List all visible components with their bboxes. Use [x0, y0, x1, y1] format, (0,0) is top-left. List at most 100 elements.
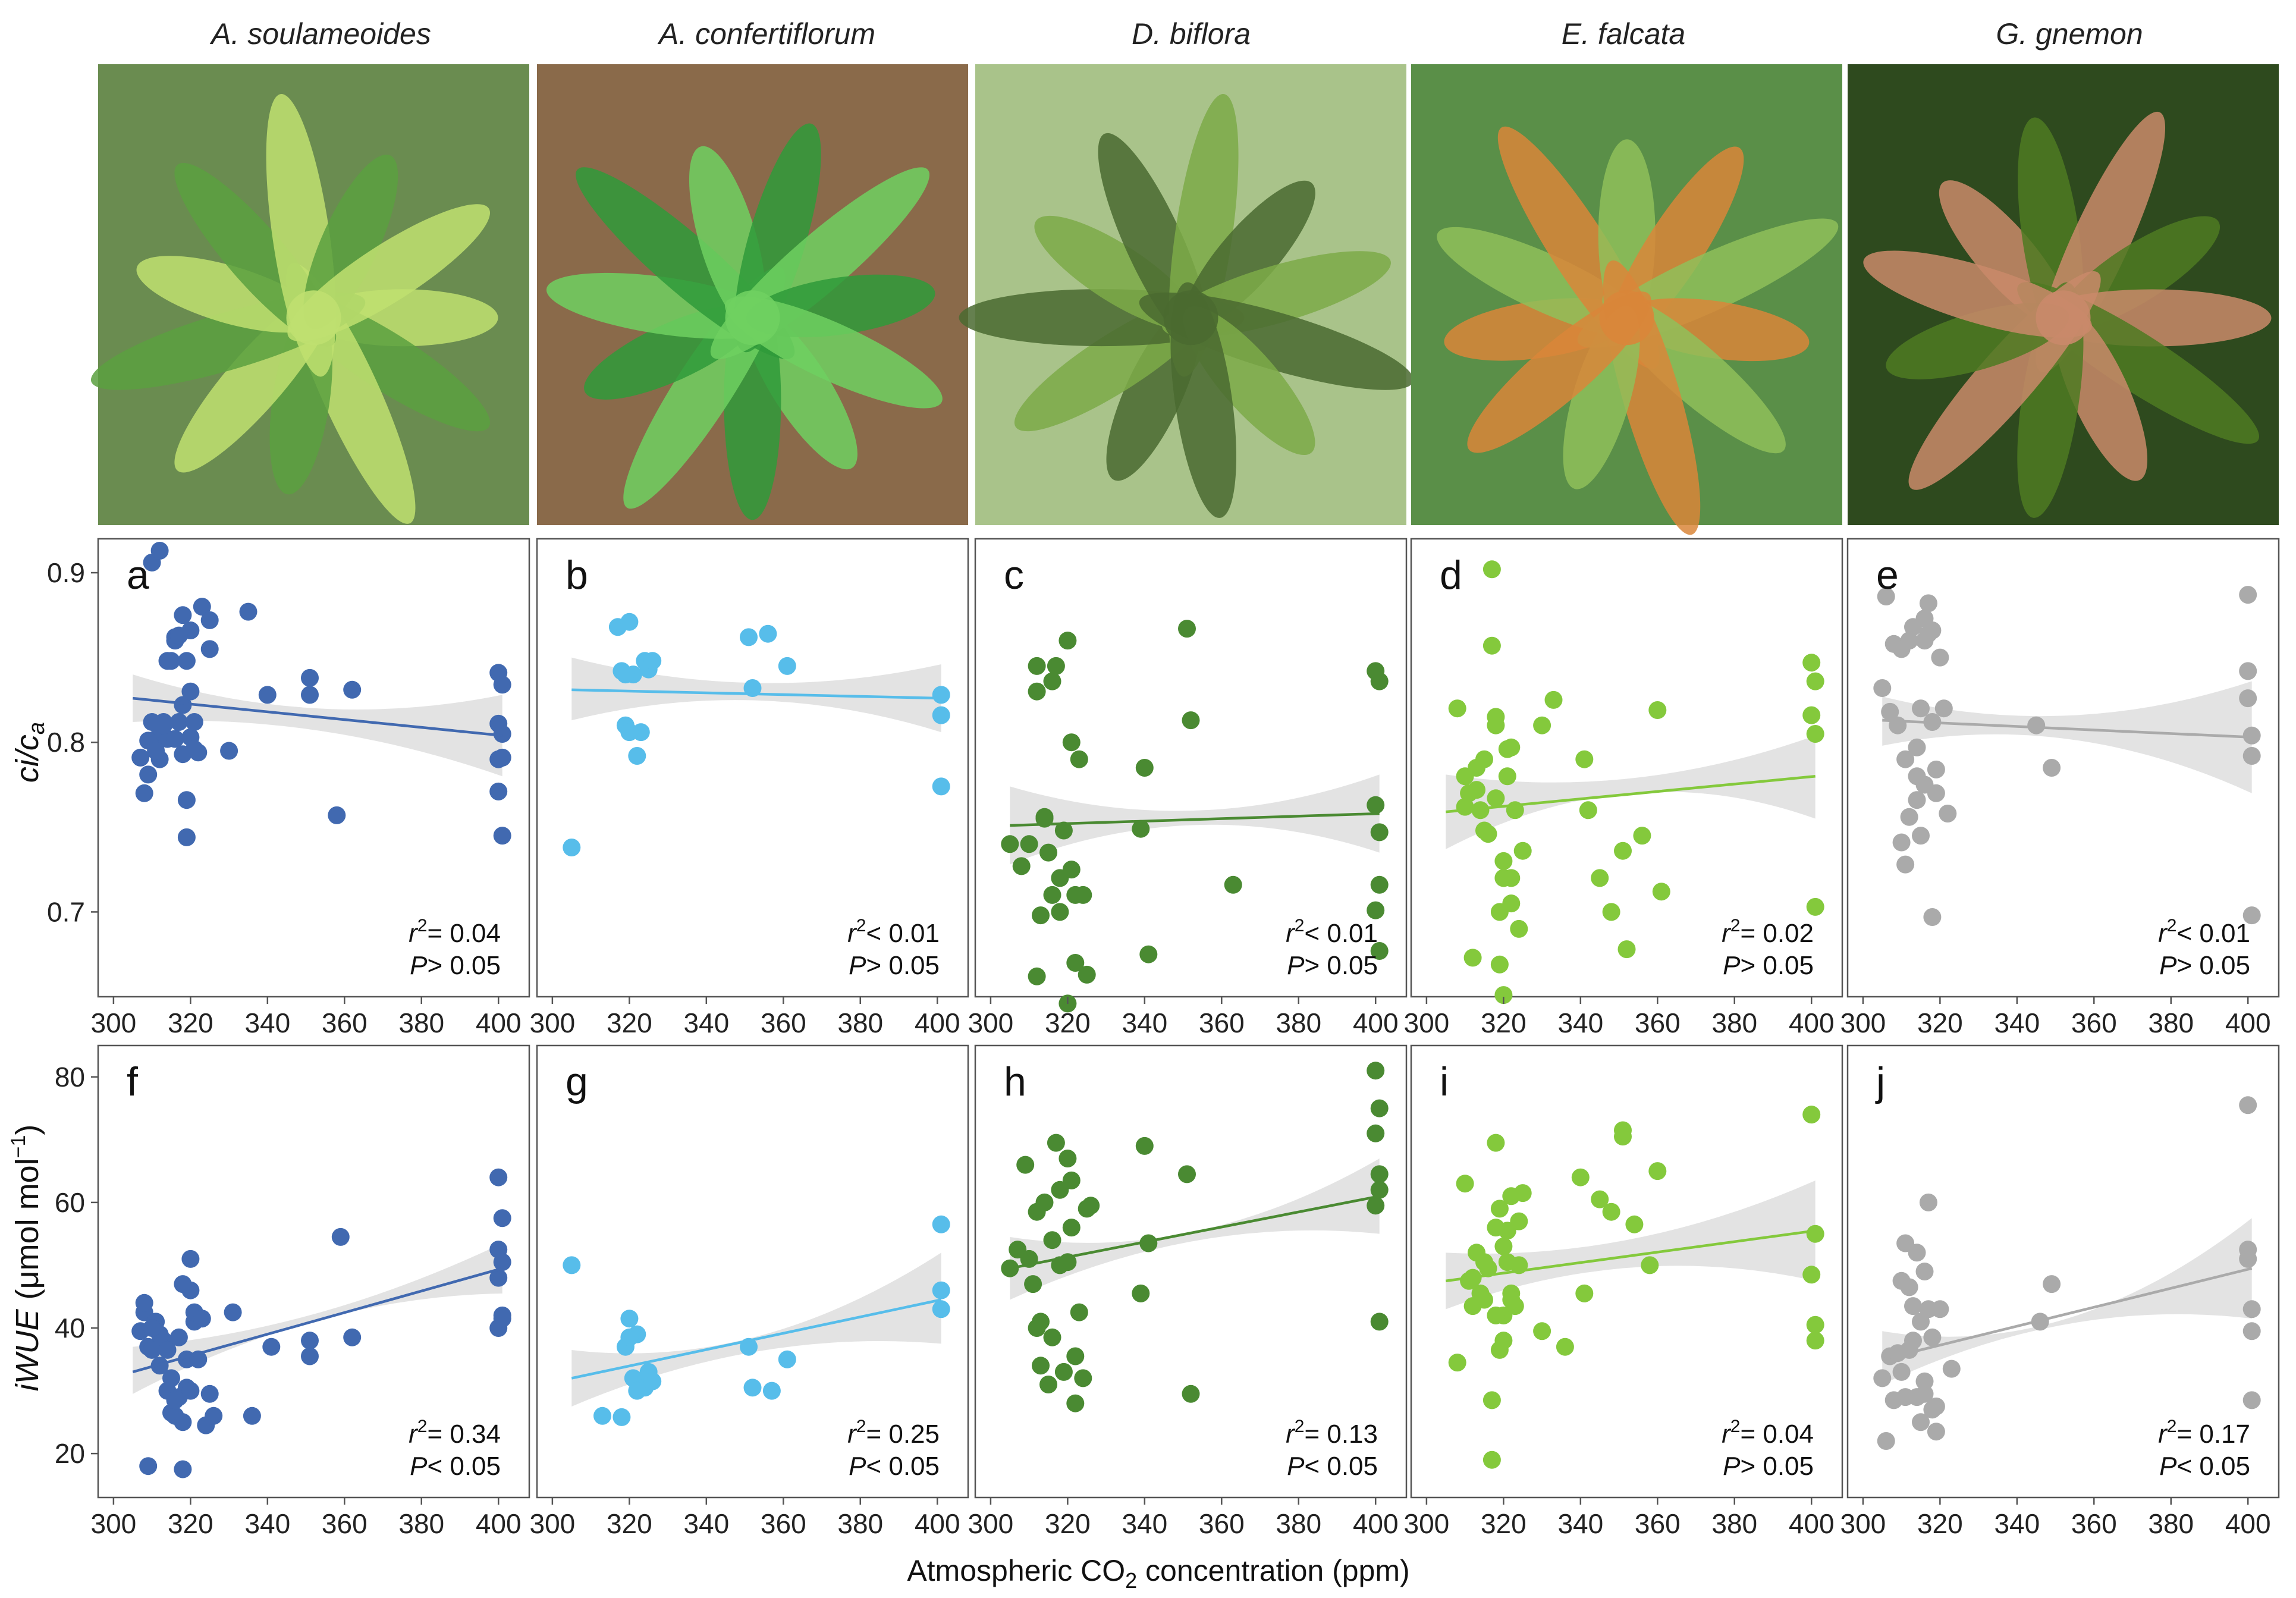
- data-point: [1047, 1134, 1065, 1152]
- data-point: [1456, 1175, 1474, 1193]
- data-point: [1575, 750, 1594, 768]
- data-point: [1370, 672, 1389, 690]
- data-point: [1066, 954, 1085, 972]
- data-point: [1533, 716, 1551, 734]
- regression-line: [1446, 775, 1816, 814]
- data-point: [1625, 1215, 1644, 1233]
- data-point: [1139, 945, 1158, 963]
- data-point: [258, 686, 277, 704]
- data-point: [2043, 1275, 2061, 1294]
- data-point: [177, 652, 196, 670]
- data-point: [1178, 620, 1196, 638]
- data-point: [489, 1269, 508, 1287]
- data-point: [740, 628, 758, 646]
- data-point: [1513, 1184, 1532, 1203]
- data-point: [1475, 1291, 1493, 1309]
- data-point: [1456, 798, 1474, 816]
- photo-center: [1163, 290, 1218, 346]
- data-point: [563, 1256, 581, 1274]
- x-tick-label: 300: [1404, 1508, 1450, 1539]
- x-tick-label: 380: [2148, 1508, 2194, 1539]
- data-point: [2239, 662, 2257, 680]
- data-point: [1513, 842, 1532, 860]
- regression-line: [132, 1267, 503, 1374]
- data-point: [1510, 919, 1528, 938]
- photo-center: [2036, 290, 2091, 346]
- data-point: [1047, 657, 1065, 675]
- data-point: [1931, 1300, 1949, 1318]
- x-tick-label: 320: [1917, 1508, 1963, 1539]
- data-point: [1370, 1181, 1389, 1199]
- data-point: [1028, 657, 1046, 675]
- data-point: [200, 1384, 219, 1403]
- data-point: [1806, 1316, 1824, 1334]
- data-point: [1062, 1171, 1081, 1189]
- x-tick-label: 360: [322, 1508, 368, 1539]
- x-tick-label: 320: [1917, 1007, 1963, 1038]
- x-tick-label: 320: [1481, 1007, 1527, 1038]
- regression-line: [571, 1298, 942, 1380]
- x-tick-label: 340: [1122, 1007, 1167, 1038]
- data-point: [1032, 1357, 1050, 1375]
- data-point: [1066, 1394, 1085, 1412]
- y-tick-label: 60: [55, 1187, 85, 1218]
- x-tick-label: 380: [398, 1508, 444, 1539]
- data-point: [1877, 1432, 1895, 1450]
- data-point: [563, 839, 581, 856]
- x-tick-label: 320: [168, 1508, 213, 1539]
- data-point: [1908, 1244, 1926, 1262]
- data-point: [2027, 716, 2046, 734]
- data-point: [932, 686, 950, 704]
- data-point: [613, 1408, 631, 1426]
- confidence-band: [1882, 1218, 2252, 1384]
- data-point: [331, 1227, 350, 1246]
- data-point: [343, 1328, 362, 1346]
- data-point: [1494, 1237, 1513, 1255]
- data-point: [1602, 1203, 1620, 1221]
- data-point: [1892, 833, 1911, 852]
- data-point: [1370, 1313, 1389, 1331]
- data-point: [1367, 1124, 1385, 1142]
- data-point: [2242, 726, 2261, 745]
- species-photo-1: [90, 64, 529, 525]
- data-point: [185, 713, 203, 731]
- data-point: [493, 827, 511, 845]
- r2-label: r2= 0.02: [1722, 916, 1814, 948]
- panel-d: d r2= 0.02 P> 0.05 300 320 340 360 380 400: [1404, 538, 1843, 1038]
- r2-label: r2= 0.17: [2158, 1417, 2250, 1449]
- x-tick-label: 300: [1404, 1007, 1450, 1038]
- regression-line: [571, 688, 941, 700]
- data-point: [1498, 767, 1516, 786]
- x-tick-label: 340: [1557, 1508, 1603, 1539]
- data-point: [135, 784, 153, 802]
- data-point: [1066, 1347, 1085, 1365]
- data-point: [150, 542, 169, 560]
- photo-leaf: [1563, 306, 1640, 489]
- x-tick-label: 320: [1045, 1508, 1091, 1539]
- data-point: [1059, 1150, 1077, 1167]
- data-point: [1579, 801, 1597, 820]
- data-point: [1494, 869, 1513, 887]
- panel-letter: d: [1440, 552, 1462, 598]
- data-point: [1919, 1193, 1937, 1211]
- x-tick-label: 380: [1276, 1007, 1321, 1038]
- data-point: [643, 652, 662, 670]
- data-point: [1039, 843, 1057, 862]
- y-axis-label-iwue: iWUE(μmol mol−1): [7, 1125, 45, 1392]
- p-value-label: P< 0.05: [849, 1452, 940, 1481]
- data-point: [158, 1340, 177, 1359]
- x-tick-label: 380: [2148, 1007, 2194, 1038]
- x-tick-label: 380: [1276, 1508, 1321, 1539]
- panel-letter: e: [1876, 552, 1899, 598]
- data-point: [778, 1350, 796, 1368]
- species-photo-5: [1848, 64, 2279, 525]
- x-axis-label: Atmospheric CO2 concentration (ppm): [907, 1554, 1409, 1593]
- data-point: [1078, 965, 1096, 984]
- data-point: [932, 706, 950, 724]
- data-point: [1892, 1362, 1911, 1381]
- data-point: [135, 1294, 153, 1312]
- data-point: [1934, 699, 1953, 718]
- x-tick-label: 340: [1122, 1508, 1167, 1539]
- data-point: [1475, 750, 1493, 768]
- x-tick-label: 360: [322, 1007, 368, 1038]
